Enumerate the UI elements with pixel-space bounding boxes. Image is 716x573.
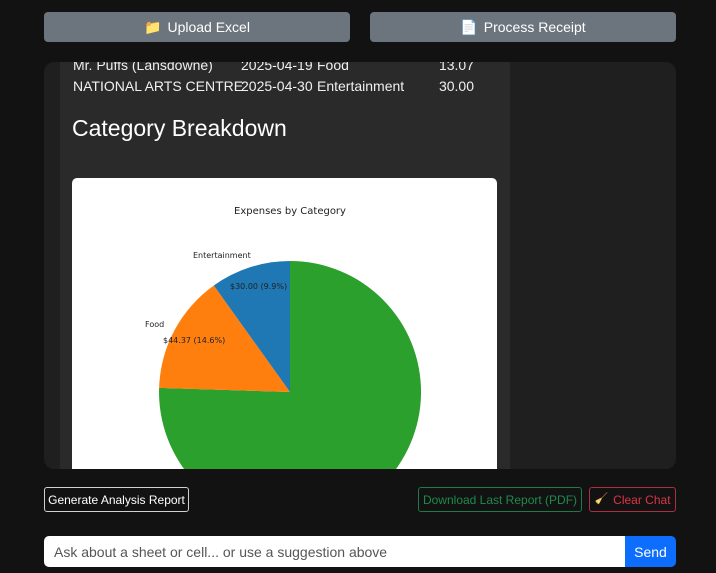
- pie-slice-food: [159, 285, 290, 392]
- generate-report-button[interactable]: Generate Analysis Report: [44, 487, 189, 512]
- cell-date: 2025-04-30: [241, 78, 313, 94]
- cell-category: Food: [317, 62, 349, 73]
- download-report-button[interactable]: Download Last Report (PDF): [418, 487, 582, 512]
- upload-excel-button[interactable]: 📁 Upload Excel: [44, 12, 350, 42]
- folder-icon: 📁: [144, 19, 162, 35]
- label-food: Food: [145, 320, 164, 329]
- chart-title: Expenses by Category: [234, 206, 346, 217]
- clear-chat-label: Clear Chat: [613, 492, 671, 507]
- clear-chat-button[interactable]: 🧹 Clear Chat: [589, 487, 676, 512]
- pie-chart: Expenses by Category Entertainment $30.0…: [145, 206, 422, 469]
- upload-excel-label: Upload Excel: [167, 19, 250, 35]
- cell-date: 2025-04-19: [241, 62, 313, 73]
- pie-chart-image: Expenses by Category Entertainment $30.0…: [72, 178, 497, 469]
- cell-merchant: NATIONAL ARTS CENTRE: [73, 78, 244, 94]
- pie-slice-entertainment: [213, 261, 290, 392]
- pie-slice-other: [159, 261, 422, 469]
- label-entertainment: Entertainment: [193, 251, 251, 260]
- send-button[interactable]: Send: [625, 536, 676, 567]
- section-title: Category Breakdown: [72, 115, 287, 141]
- chat-input[interactable]: [44, 536, 625, 567]
- document-icon: 📄: [460, 19, 478, 35]
- cell-category: Entertainment: [317, 78, 405, 94]
- cell-amount: 30.00: [438, 78, 474, 94]
- chat-input-group: Send: [44, 536, 676, 567]
- value-food: $44.37 (14.6%): [163, 336, 225, 345]
- value-entertainment: $30.00 (9.9%): [230, 282, 287, 291]
- cell-merchant: Mr. Puffs (Lansdowne): [73, 62, 213, 73]
- cell-amount: 13.07: [438, 62, 474, 73]
- process-receipt-label: Process Receipt: [483, 19, 586, 35]
- broom-icon: 🧹: [594, 493, 609, 505]
- process-receipt-button[interactable]: 📄 Process Receipt: [370, 12, 676, 42]
- assistant-message: Mr. Puffs (Lansdowne) 2025-04-19 Food 13…: [60, 62, 510, 469]
- chat-panel[interactable]: Mr. Puffs (Lansdowne) 2025-04-19 Food 13…: [44, 62, 676, 469]
